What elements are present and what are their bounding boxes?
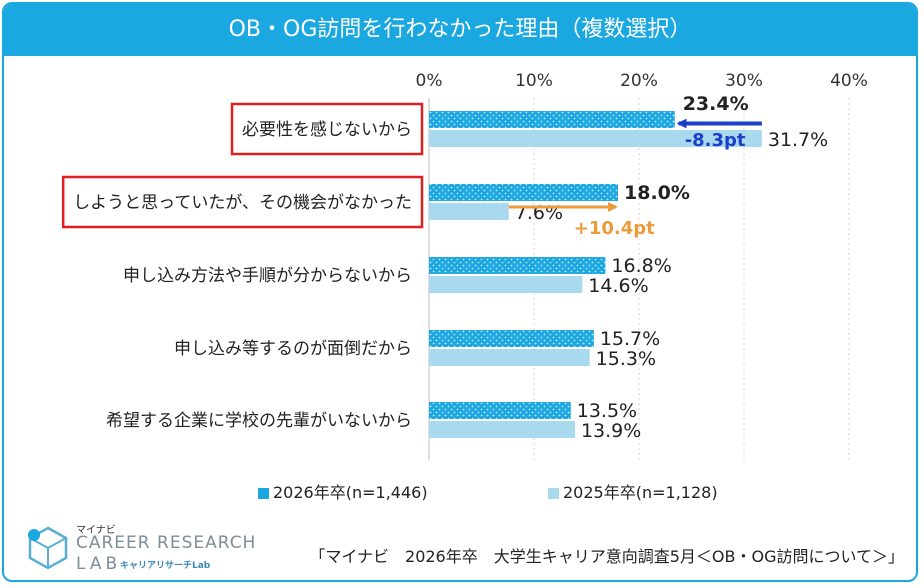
source-note: 「マイナビ 2026年卒 大学生キャリア意向調査5月＜OB・OG訪問について＞」 (309, 547, 904, 566)
x-tick-label: 10% (515, 71, 553, 91)
bar-2026 (429, 111, 675, 128)
category-label: 申し込み等するのが面倒だから (174, 339, 412, 359)
category-label: しようと思っていたが、その機会がなかった (73, 193, 412, 213)
value-label-2026: 18.0% (624, 182, 690, 204)
logo-lab-text: LAB (76, 554, 122, 574)
bar-2026 (429, 257, 606, 274)
legend-item-2026: 2026年卒(n=1,446) (258, 479, 428, 503)
x-tick-label: 30% (725, 71, 763, 91)
x-tick-label: 20% (620, 71, 658, 91)
category-label: 希望する企業に学校の先輩がいないから (106, 411, 412, 431)
bar-2026 (429, 330, 594, 347)
value-label-2025: 7.6% (515, 202, 563, 224)
logo-career-research-text: CAREER RESEARCH (76, 533, 257, 553)
bar-2025 (429, 203, 509, 220)
category-label: 申し込み方法や手順が分からないから (123, 266, 412, 286)
highlight-box (61, 175, 424, 229)
highlight-box (230, 102, 424, 156)
legend-item-2025: 2025年卒(n=1,128) (548, 479, 718, 503)
decrease-annotation: -8.3pt (685, 130, 746, 151)
value-label-2026: 23.4% (683, 93, 749, 115)
legend-label-2026: 2026年卒(n=1,446) (273, 483, 428, 502)
value-label-2025: 13.9% (581, 420, 641, 442)
career-research-lab-logo (24, 518, 239, 574)
value-label-2025: 31.7% (768, 129, 828, 151)
legend-swatch-2025 (548, 488, 559, 499)
bar-2025 (429, 421, 575, 438)
value-label-2026: 15.7% (600, 328, 660, 350)
value-label-2026: 13.5% (577, 400, 637, 422)
value-label-2025: 14.6% (588, 275, 648, 297)
chart-title: OB・OG訪問を行わなかった理由（複数選択） (4, 4, 916, 56)
value-label-2026: 16.8% (611, 255, 671, 277)
cube-logo-icon (28, 526, 68, 570)
bar-2025 (429, 276, 583, 293)
logo-mynavi-text: マイナビ (76, 525, 116, 536)
value-label-2025: 15.3% (596, 348, 656, 370)
increase-annotation: +10.4pt (574, 218, 655, 239)
x-tick-label: 0% (416, 71, 443, 91)
chart-frame: OB・OG訪問を行わなかった理由（複数選択） (2, 2, 918, 582)
logo-subtitle: キャリアリサーチLab (120, 561, 211, 571)
category-label: 必要性を感じないから (242, 120, 412, 140)
bar-2026 (429, 184, 618, 201)
legend-swatch-2026 (258, 488, 269, 499)
bar-2025 (429, 130, 762, 147)
legend-label-2025: 2025年卒(n=1,128) (563, 483, 718, 502)
x-tick-label: 40% (830, 71, 868, 91)
bar-2026 (429, 402, 571, 419)
bar-2025 (429, 349, 590, 366)
